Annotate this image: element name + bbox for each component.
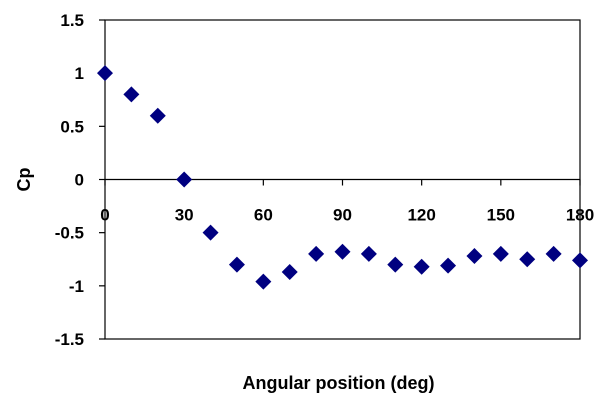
data-point — [255, 273, 272, 290]
y-axis-title: Cp — [14, 168, 34, 192]
data-point — [334, 243, 351, 260]
data-point — [308, 245, 325, 262]
y-tick-label: -1.5 — [55, 330, 84, 349]
data-point — [387, 256, 404, 273]
x-tick-label: 60 — [254, 206, 273, 225]
y-tick-label: -1 — [69, 277, 84, 296]
y-tick-label: 1 — [75, 64, 84, 83]
data-point — [440, 257, 457, 274]
data-point — [97, 65, 113, 82]
data-points — [97, 65, 588, 290]
data-point — [519, 251, 536, 268]
data-point — [572, 252, 588, 269]
x-tick-label: 180 — [566, 206, 594, 225]
data-point — [413, 258, 430, 275]
x-axis-title: Angular position (deg) — [243, 373, 435, 393]
x-tick-label: 0 — [100, 206, 109, 225]
data-point — [466, 248, 483, 265]
data-point — [123, 86, 140, 103]
x-tick-label: 120 — [407, 206, 435, 225]
data-point — [202, 224, 219, 241]
y-tick-label: -0.5 — [55, 224, 84, 243]
data-point — [149, 107, 166, 124]
x-tick-label: 150 — [487, 206, 515, 225]
data-point — [176, 171, 193, 188]
data-point — [545, 245, 562, 262]
data-point — [360, 245, 377, 262]
x-tick-labels: 0 30 60 90 120 150 180 — [100, 206, 594, 225]
y-axis: 1.5 1 0.5 0 -0.5 -1 -1.5 — [55, 11, 105, 349]
data-point — [492, 245, 509, 262]
data-point — [228, 256, 245, 273]
data-point — [281, 264, 298, 281]
x-axis — [104, 178, 581, 186]
x-tick-label: 30 — [175, 206, 194, 225]
y-tick-label: 1.5 — [60, 11, 84, 30]
y-tick-label: 0 — [75, 171, 84, 190]
x-tick-label: 90 — [333, 206, 352, 225]
y-tick-label: 0.5 — [60, 117, 84, 136]
